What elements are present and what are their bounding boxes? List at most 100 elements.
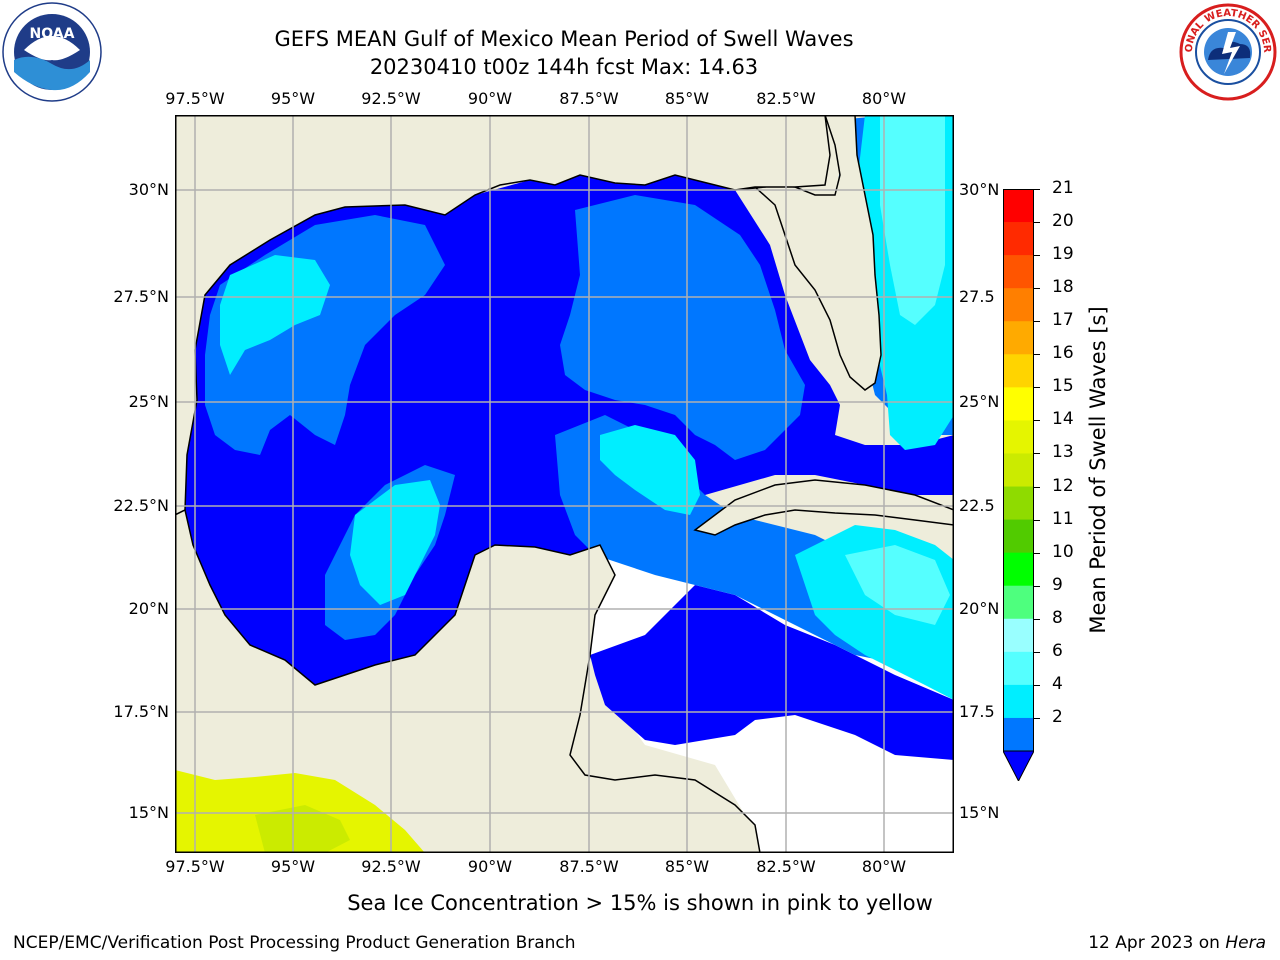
lat-label-left: 25°N [128,392,169,411]
colorbar-tick-mark [1034,717,1040,719]
colorbar-tick-mark [1034,684,1040,686]
colorbar-tick-mark [1034,321,1040,323]
colorbar-tick-mark [1034,585,1040,587]
colorbar-band [1003,651,1034,686]
colorbar-band [1003,387,1034,421]
colorbar-tick-label: 10 [1052,541,1074,562]
colorbar-tick-mark [1034,552,1040,554]
lon-label-bottom: 92.5°W [361,857,421,876]
sea-ice-region-green [255,805,350,853]
lon-label-top: 85°W [664,89,710,108]
colorbar-tick-mark [1034,354,1040,356]
lat-label-right: 25°N [959,392,1000,411]
map-frame [175,115,954,853]
water-cyan [220,255,330,375]
land-cuba [693,479,954,536]
colorbar-tick-label: 19 [1052,244,1074,265]
lat-label-left: 20°N [128,599,169,618]
water-light-cyan [880,115,945,325]
lat-label-right: 22.5 [959,496,995,515]
colorbar-band [1003,486,1034,521]
colorbar-tick-mark [1034,486,1040,488]
lon-label-top: 95°W [270,89,316,108]
lat-label-left: 15°N [128,803,169,822]
colorbar-tick-mark [1034,651,1040,653]
colorbar-tick-mark [1034,420,1040,422]
colorbar-band [1003,189,1034,223]
colorbar-extend-arrow [1003,750,1034,781]
lat-label-left: 30°N [128,180,169,199]
colorbar-band [1003,519,1034,554]
colorbar-frame [1003,189,1034,751]
colorbar-tick-label: 16 [1052,343,1074,364]
producer-credit: NCEP/EMC/Verification Post Processing Pr… [13,933,576,953]
colorbar-band [1003,585,1034,620]
colorbar-tick-label: 9 [1052,574,1063,595]
gridlines [175,115,954,853]
lon-label-bottom: 97.5°W [165,857,225,876]
colorbar-band [1003,684,1034,719]
colorbar-tick-label: 18 [1052,277,1074,298]
lon-label-top: 92.5°W [361,89,421,108]
lon-label-top: 82.5°W [756,89,816,108]
map-title: GEFS MEAN Gulf of Mexico Mean Period of … [274,27,854,51]
colorbar-band [1003,420,1034,454]
colorbar-tick-mark [1034,222,1040,224]
date-text: 12 Apr 2023 on [1088,933,1220,953]
lon-label-bottom: 82.5°W [756,857,816,876]
water-cyan [600,425,700,515]
nws-logo: NATIONAL WEATHER SERVICE [1178,2,1277,101]
land-florida [734,115,882,391]
gulf-map [175,115,954,853]
lat-label-right: 20°N [959,599,1000,618]
water-cyan [350,480,440,605]
colorbar-band [1003,618,1034,653]
lat-label-left: 27.5°N [113,287,169,306]
colorbar-tick-label: 6 [1052,640,1063,661]
colorbar-tick-mark [1034,387,1040,389]
colorbar-tick-label: 11 [1052,508,1074,529]
noaa-logo: NOAA [2,2,102,102]
machine-name: Hera [1225,933,1266,953]
colorbar-tick-mark [1034,189,1040,190]
water-dark-blue-caribbean [590,585,954,760]
lon-label-bottom: 87.5°W [559,857,619,876]
lon-label-top: 90°W [467,89,513,108]
colorbar-title: Mean Period of Swell Waves [s] [1086,306,1110,634]
lat-label-right: 17.5 [959,702,995,721]
colorbar-band [1003,255,1034,289]
colorbar-tick-mark [1034,618,1040,620]
water-light-cyan [845,545,950,625]
colorbar-tick-label: 13 [1052,442,1074,463]
lon-label-bottom: 80°W [861,857,907,876]
lat-label-right: 15°N [959,803,1000,822]
colorbar [1003,189,1034,781]
generation-date: 12 Apr 2023 on Hera [1088,933,1266,953]
colorbar-band [1003,552,1034,587]
lon-label-bottom: 90°W [467,857,513,876]
lat-label-right: 27.5 [959,287,995,306]
colorbar-band [1003,222,1034,256]
water-medium-blue [560,195,805,460]
colorbar-tick-mark [1034,453,1040,455]
sea-ice-note: Sea Ice Concentration > 15% is shown in … [347,891,933,915]
colorbar-tick-label: 21 [1052,178,1074,198]
svg-text:NOAA: NOAA [30,26,75,42]
map-subtitle: 20230410 t00z 144h fcst Max: 14.63 [369,55,759,79]
colorbar-band [1003,288,1034,322]
colorbar-tick-label: 20 [1052,211,1074,232]
lon-label-top: 97.5°W [165,89,225,108]
colorbar-tick-label: 14 [1052,409,1074,430]
lon-label-bottom: 85°W [664,857,710,876]
lon-label-top: 87.5°W [559,89,619,108]
colorbar-tick-label: 15 [1052,376,1074,397]
lat-label-left: 22.5°N [113,496,169,515]
colorbar-tick-label: 12 [1052,475,1074,496]
colorbar-tick-label: 2 [1052,706,1063,727]
colorbar-tick-mark [1034,288,1040,290]
colorbar-band [1003,354,1034,388]
colorbar-band [1003,321,1034,355]
colorbar-tick-label: 17 [1052,310,1074,331]
colorbar-tick-mark [1034,255,1040,257]
land-mexico [175,508,761,853]
